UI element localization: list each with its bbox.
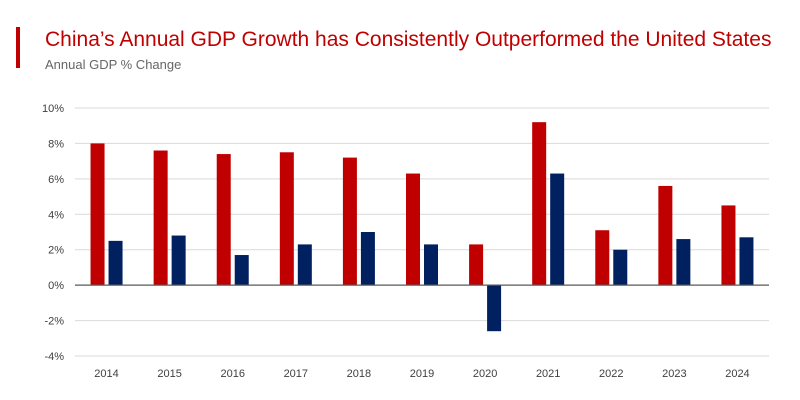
y-tick-label: 4%	[48, 209, 64, 221]
y-tick-label: 2%	[48, 245, 64, 257]
bar-china-2024	[721, 205, 736, 286]
x-tick-label: 2020	[473, 368, 497, 380]
x-tick-label: 2022	[599, 368, 623, 380]
bar-china-2017	[279, 152, 294, 286]
x-tick-label: 2014	[94, 368, 118, 380]
bar-us-2023	[676, 239, 691, 286]
x-tick-label: 2024	[725, 368, 749, 380]
chart-subtitle: Annual GDP % Change	[45, 57, 182, 72]
y-tick-label: -2%	[44, 316, 64, 328]
bar-china-2019	[406, 173, 420, 286]
chart-title: China’s Annual GDP Growth has Consistent…	[45, 28, 772, 51]
y-tick-label: -4%	[44, 351, 64, 363]
x-tick-label: 2018	[347, 368, 371, 380]
x-tick-label: 2016	[220, 368, 244, 380]
x-tick-label: 2019	[410, 368, 434, 380]
bar-china-2015	[153, 150, 168, 286]
bar-us-2020	[487, 285, 502, 332]
x-tick-label: 2023	[662, 368, 686, 380]
bar-us-2014	[108, 240, 123, 286]
bar-china-2014	[90, 143, 105, 286]
bar-china-2016	[216, 154, 231, 286]
title-accent-bar	[16, 27, 20, 68]
x-tick-label: 2015	[157, 368, 181, 380]
bar-us-2015	[171, 235, 186, 286]
y-tick-label: 8%	[48, 138, 64, 150]
y-tick-label: 6%	[48, 174, 64, 186]
bar-us-2021	[550, 173, 565, 286]
bar-us-2017	[297, 244, 312, 286]
bar-china-2021	[532, 122, 547, 286]
bar-china-2022	[595, 230, 610, 286]
bar-china-2020	[469, 244, 484, 286]
y-tick-label: 0%	[48, 280, 64, 292]
bar-us-2022	[613, 249, 628, 286]
x-tick-label: 2021	[536, 368, 560, 380]
bar-us-2019	[424, 244, 438, 286]
y-tick-label: 10%	[42, 103, 64, 115]
bar-china-2023	[658, 185, 673, 286]
bar-us-2016	[234, 255, 249, 286]
bar-us-2018	[360, 232, 375, 286]
x-tick-label: 2017	[284, 368, 308, 380]
bar-china-2018	[342, 157, 357, 286]
bar-us-2024	[739, 237, 754, 286]
